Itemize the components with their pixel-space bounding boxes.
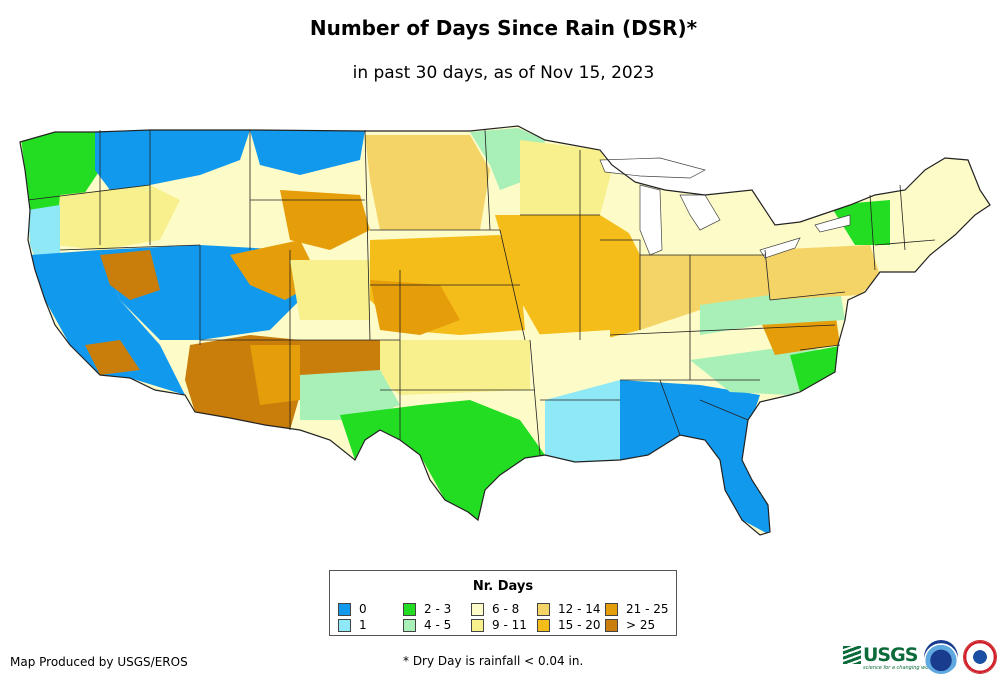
- usgs-tagline: science for a changing world: [863, 665, 935, 671]
- region-new-mexico: [250, 345, 300, 405]
- region-ohio-valley: [640, 255, 770, 330]
- legend-item-0: 0: [338, 602, 367, 616]
- legend-item-1: 1: [338, 618, 367, 632]
- legend-item-over-25: > 25: [605, 618, 655, 632]
- region-oklahoma: [380, 340, 530, 395]
- legend-label: 6 - 8: [492, 602, 520, 616]
- legend-label: 9 - 11: [492, 618, 527, 632]
- region-texas: [340, 400, 545, 520]
- legend-label: 12 - 14: [558, 602, 601, 616]
- noaa-logo-icon: [924, 640, 958, 674]
- region-nevada-dry: [100, 250, 160, 300]
- region-oregon: [55, 185, 180, 250]
- legend-item-6-8: 6 - 8: [471, 602, 519, 616]
- legend-label: 15 - 20: [558, 618, 601, 632]
- legend-swatch: [403, 618, 416, 632]
- legend-item-15-20: 15 - 20: [537, 618, 601, 632]
- legend-label: 1: [359, 618, 367, 632]
- region-mid-atlantic: [700, 290, 845, 335]
- great-lakes-water: [599, 157, 851, 259]
- us-dsr-map: [19, 125, 991, 536]
- legend-item-9-11: 9 - 11: [471, 618, 527, 632]
- usgs-wordmark: USGS: [863, 644, 918, 666]
- legend: Nr. Days 0 1 2 - 3 4 - 5 6 - 8 9 - 11 12…: [329, 570, 677, 636]
- region-wyoming-dry: [280, 190, 370, 250]
- region-new-england-green: [830, 200, 890, 245]
- legend-label: 4 - 5: [424, 618, 452, 632]
- region-great-lakes: [612, 165, 760, 255]
- region-gulf-coast: [545, 380, 640, 462]
- region-florida: [700, 440, 770, 535]
- legend-item-2-3: 2 - 3: [403, 602, 451, 616]
- region-colorado-plains: [370, 280, 460, 335]
- region-texas-panhandle: [300, 370, 400, 420]
- legend-swatch: [537, 618, 550, 632]
- legend-swatch: [403, 602, 416, 616]
- legend-swatch: [537, 602, 550, 616]
- producer-credit: Map Produced by USGS/EROS: [10, 655, 188, 669]
- region-montana: [250, 130, 365, 175]
- region-midwest: [495, 215, 640, 340]
- map-title: Number of Days Since Rain (DSR)*: [309, 16, 698, 40]
- usgs-wave-icon: [843, 646, 861, 664]
- legend-label: 21 - 25: [626, 602, 669, 616]
- legend-item-4-5: 4 - 5: [403, 618, 451, 632]
- usgs-logo: USGS science for a changing world: [843, 643, 935, 671]
- legend-swatch: [605, 618, 618, 632]
- legend-label: 2 - 3: [424, 602, 452, 616]
- map-subtitle: in past 30 days, as of Nov 15, 2023: [352, 63, 655, 83]
- region-nc-coast: [790, 345, 845, 392]
- legend-swatch: [605, 602, 618, 616]
- legend-item-21-25: 21 - 25: [605, 602, 669, 616]
- region-pacific-northwest: [20, 130, 110, 215]
- legend-item-12-14: 12 - 14: [537, 602, 601, 616]
- legend-label: > 25: [626, 618, 656, 632]
- legend-label: 0: [359, 602, 367, 616]
- region-pennsylvania-ny: [765, 245, 880, 300]
- region-california: [30, 250, 185, 395]
- state-boundaries: [27, 129, 936, 456]
- legend-swatch: [471, 602, 484, 616]
- region-dakotas: [365, 135, 490, 230]
- legend-swatch: [338, 618, 351, 632]
- legend-swatch: [338, 602, 351, 616]
- region-washington-interior: [95, 130, 250, 190]
- nws-logo-icon: [963, 640, 997, 674]
- region-socal-dry: [85, 340, 140, 375]
- region-colorado-mountains: [290, 260, 370, 320]
- legend-swatch: [471, 618, 484, 632]
- legend-title: Nr. Days: [472, 579, 534, 594]
- region-minnesota: [520, 140, 612, 215]
- dry-day-footnote: * Dry Day is rainfall < 0.04 in.: [403, 654, 584, 668]
